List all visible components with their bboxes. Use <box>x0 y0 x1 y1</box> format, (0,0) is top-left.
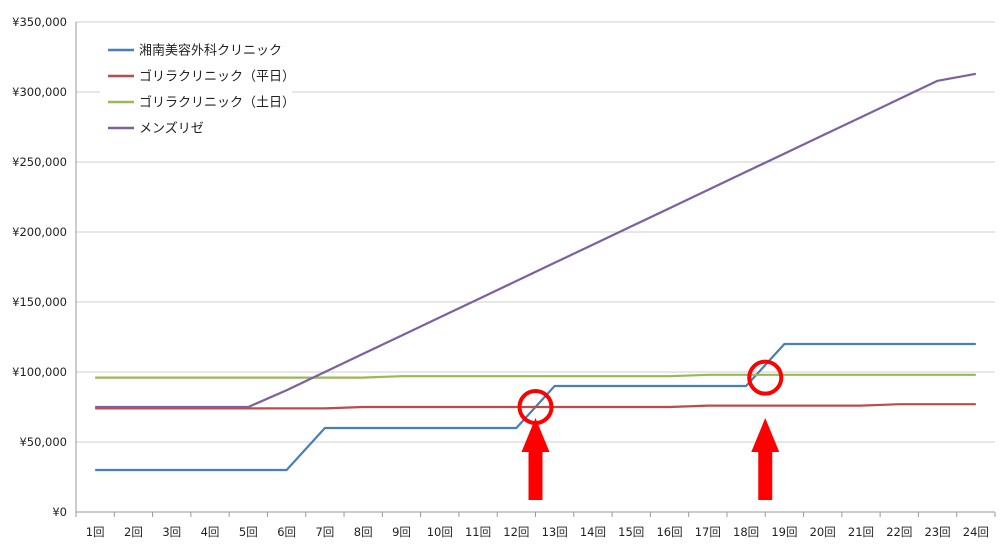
y-axis-ticks: ¥0 ¥50,000 ¥100,000 ¥150,000 ¥200,000 ¥250,00… <box>12 15 67 519</box>
y-tick-label: ¥0 <box>52 505 67 519</box>
annotation-arrow-1 <box>521 418 550 500</box>
x-tick-label: 16回 <box>656 525 682 539</box>
y-tick-label: ¥300,000 <box>12 85 67 99</box>
x-tick-label: 10回 <box>427 525 453 539</box>
x-tick-label: 14回 <box>580 525 606 539</box>
annotation-arrow-2 <box>751 418 780 500</box>
x-tick-label: 13回 <box>542 525 568 539</box>
x-tick-label: 8回 <box>354 525 373 539</box>
x-tick-label: 24回 <box>963 525 989 539</box>
x-tick-label: 6回 <box>277 525 296 539</box>
y-tick-label: ¥350,000 <box>12 15 67 29</box>
x-tick-label: 23回 <box>924 525 950 539</box>
legend-label: 湘南美容外科クリニック <box>139 43 282 59</box>
x-tick-label: 21回 <box>848 525 874 539</box>
legend-label: ゴリラクリニック（土日） <box>139 95 295 111</box>
y-tick-label: ¥200,000 <box>12 225 67 239</box>
y-tick-label: ¥100,000 <box>12 365 67 379</box>
x-tick-label: 5回 <box>239 525 258 539</box>
legend-box <box>100 34 292 152</box>
series-line-3 <box>95 373 976 379</box>
x-tick-label: 11回 <box>465 525 491 539</box>
x-tick-label: 7回 <box>315 525 334 539</box>
x-tick-label: 3回 <box>162 525 181 539</box>
series-lines <box>95 72 977 472</box>
series-line-2 <box>95 403 976 410</box>
x-tick-label: 9回 <box>392 525 411 539</box>
x-tick-label: 19回 <box>771 525 797 539</box>
y-tick-label: ¥250,000 <box>12 155 67 169</box>
x-tick-label: 2回 <box>124 525 143 539</box>
annotations <box>517 359 784 500</box>
legend-label: ゴリラクリニック（平日） <box>139 69 295 85</box>
x-tick-label: 18回 <box>733 525 759 539</box>
y-tick-label: ¥150,000 <box>12 295 67 309</box>
x-tick-label: 12回 <box>503 525 529 539</box>
x-axis-ticks: 1回 2回 3回 4回 5回 6回 7回 8回 9回 10回 11回 12回 13回 14回 15回 16回 1… <box>75 512 996 539</box>
legend-label: メンズリゼ <box>139 121 204 137</box>
x-tick-label: 17回 <box>695 525 721 539</box>
x-tick-label: 1回 <box>86 525 105 539</box>
y-tick-label: ¥50,000 <box>19 435 67 449</box>
x-tick-label: 4回 <box>201 525 220 539</box>
x-tick-label: 20回 <box>810 525 836 539</box>
x-tick-label: 22回 <box>886 525 912 539</box>
x-tick-label: 15回 <box>618 525 644 539</box>
annotation-circle-2 <box>747 359 784 396</box>
series-line-4 <box>95 72 977 409</box>
